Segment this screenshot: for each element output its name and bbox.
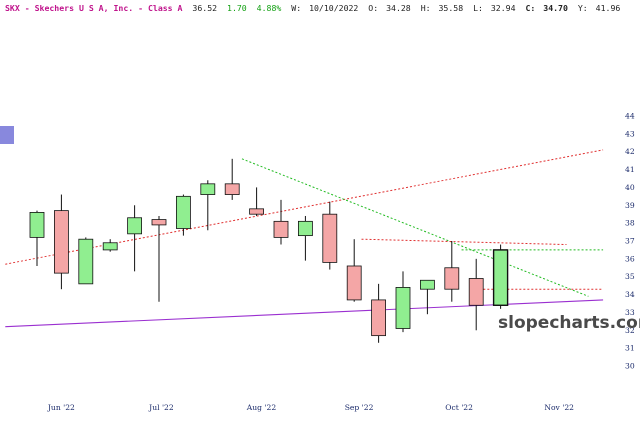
candle-body-down (468, 278, 484, 306)
candle-body-down (54, 210, 69, 274)
candle-body-down (444, 267, 460, 290)
candle-body-up (127, 217, 142, 235)
header-company-name: Skechers U S A, Inc. - Class A (35, 3, 183, 13)
header-low-label: L: (473, 3, 483, 13)
header-week-date: 10/10/2022 (309, 3, 358, 13)
header-last: 36.52 (192, 3, 217, 13)
candle-body-up (297, 220, 313, 237)
candle (175, 194, 191, 236)
candle (78, 237, 94, 285)
candle-body-up (492, 249, 509, 306)
watermark: slopecharts.com (498, 313, 640, 333)
candle-body-up (419, 279, 435, 290)
header-separator: - (20, 3, 35, 13)
candle-body-up (29, 212, 45, 238)
candle (102, 239, 118, 252)
y-tick-label: 38 (625, 219, 635, 228)
trendline-red (361, 238, 567, 246)
header-yearhigh: 41.96 (596, 3, 621, 13)
y-tick-label: 43 (625, 129, 635, 138)
header-close: 34.70 (543, 3, 568, 13)
header-high-label: H: (421, 3, 431, 13)
header-close-label: C: (525, 3, 535, 13)
candle (468, 258, 484, 331)
trendline-green (241, 158, 589, 297)
candle (346, 239, 362, 302)
candle (273, 199, 289, 245)
candle-body-down (346, 265, 362, 301)
x-tick-label: Nov '22 (544, 403, 574, 412)
x-tick-label: Aug '22 (246, 403, 277, 412)
chart-header: SKX - Skechers U S A, Inc. - Class A 36.… (5, 3, 620, 13)
candle (322, 201, 338, 270)
candle (395, 271, 411, 333)
side-marker[interactable] (0, 126, 14, 144)
candle (371, 283, 387, 343)
candle (29, 210, 45, 266)
candle (54, 194, 69, 290)
y-tick-label: 40 (625, 183, 635, 192)
y-axis: 30 31 32 33 34 35 36 37 38 39 40 41 42 43 44 (625, 111, 635, 370)
header-high: 35.58 (438, 3, 463, 13)
candle (297, 215, 313, 261)
candle-body-up (102, 242, 118, 251)
header-ticker: SKX (5, 3, 20, 13)
candle-body-up (175, 195, 191, 229)
candle-body-down (249, 208, 265, 215)
y-tick-label: 35 (625, 272, 635, 281)
header-open-label: O: (368, 3, 378, 13)
y-tick-label: 34 (625, 290, 635, 299)
candle (151, 215, 167, 302)
candle-body-down (224, 183, 240, 195)
y-tick-label: 30 (625, 362, 635, 371)
candle-body-up (200, 183, 216, 195)
y-tick-label: 42 (625, 147, 635, 156)
header-open: 34.28 (386, 3, 411, 13)
candle-body-up (78, 238, 94, 285)
candle (444, 240, 460, 302)
candle-body-down (322, 213, 338, 263)
candles (29, 158, 509, 343)
header-change: 1.70 (227, 3, 247, 13)
y-tick-label: 33 (625, 308, 635, 317)
trendlines (5, 149, 604, 328)
header-low: 32.94 (491, 3, 516, 13)
header-week-label: W: (291, 3, 301, 13)
candle (127, 205, 142, 272)
candle (200, 180, 216, 231)
y-tick-label: 41 (625, 165, 635, 174)
x-tick-label: Jul '22 (148, 403, 174, 412)
candle-body-down (151, 219, 167, 226)
y-tick-label: 37 (625, 236, 635, 245)
candle-body-down (273, 220, 289, 238)
y-tick-label: 36 (625, 254, 635, 263)
header-change-pct: 4.88% (257, 3, 282, 13)
candle-body-down (371, 299, 387, 337)
x-tick-label: Oct '22 (445, 403, 473, 412)
y-tick-label: 44 (625, 111, 635, 120)
candle (224, 158, 240, 200)
y-tick-label: 31 (625, 344, 635, 353)
x-tick-label: Jun '22 (47, 403, 75, 412)
y-tick-label: 39 (625, 201, 635, 210)
y-tick-label: 32 (625, 326, 635, 335)
x-axis: Jun '22 Jul '22 Aug '22 Sep '22 Oct '22 Nov '… (47, 403, 574, 412)
trendline-red (5, 149, 604, 265)
candle (249, 187, 265, 216)
candle-body-up (395, 287, 411, 329)
candle (419, 279, 435, 315)
x-tick-label: Sep '22 (345, 403, 374, 412)
header-yearhigh-label: Y: (578, 3, 588, 13)
candle (492, 244, 509, 309)
